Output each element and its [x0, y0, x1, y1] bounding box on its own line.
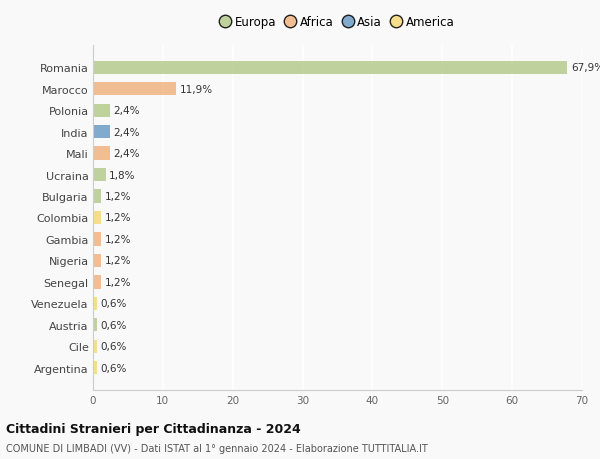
Bar	[93, 275, 101, 289]
Text: 0,6%: 0,6%	[101, 363, 127, 373]
Bar	[93, 340, 97, 353]
Bar	[93, 62, 568, 75]
Bar	[93, 104, 110, 118]
Text: 67,9%: 67,9%	[571, 63, 600, 73]
Bar	[93, 254, 101, 268]
Bar	[93, 233, 101, 246]
Text: 2,4%: 2,4%	[113, 149, 140, 159]
Bar	[93, 168, 106, 182]
Text: 1,8%: 1,8%	[109, 170, 136, 180]
Text: 0,6%: 0,6%	[101, 320, 127, 330]
Bar	[93, 190, 101, 203]
Text: 1,2%: 1,2%	[105, 213, 131, 223]
Text: Cittadini Stranieri per Cittadinanza - 2024: Cittadini Stranieri per Cittadinanza - 2…	[6, 422, 301, 436]
Text: 2,4%: 2,4%	[113, 128, 140, 137]
Text: 1,2%: 1,2%	[105, 235, 131, 245]
Bar	[93, 297, 97, 310]
Legend: Europa, Africa, Asia, America: Europa, Africa, Asia, America	[218, 14, 457, 32]
Bar	[93, 126, 110, 139]
Bar	[93, 147, 110, 161]
Bar	[93, 83, 176, 96]
Text: 0,6%: 0,6%	[101, 341, 127, 352]
Text: 11,9%: 11,9%	[179, 84, 213, 95]
Text: 0,6%: 0,6%	[101, 299, 127, 308]
Text: 1,2%: 1,2%	[105, 277, 131, 287]
Bar	[93, 319, 97, 332]
Text: 1,2%: 1,2%	[105, 191, 131, 202]
Bar	[93, 212, 101, 224]
Text: 2,4%: 2,4%	[113, 106, 140, 116]
Text: 1,2%: 1,2%	[105, 256, 131, 266]
Bar	[93, 361, 97, 375]
Text: COMUNE DI LIMBADI (VV) - Dati ISTAT al 1° gennaio 2024 - Elaborazione TUTTITALIA: COMUNE DI LIMBADI (VV) - Dati ISTAT al 1…	[6, 443, 428, 453]
